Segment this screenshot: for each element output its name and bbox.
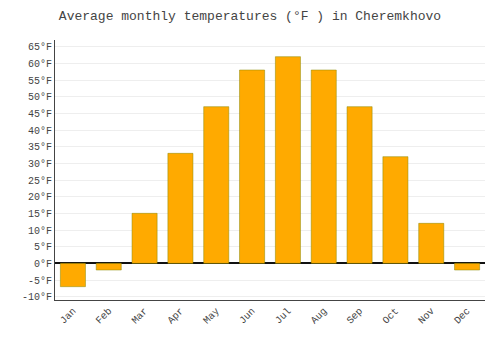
svg-text:35°F: 35°F <box>28 142 52 153</box>
svg-text:Dec: Dec <box>452 306 473 327</box>
svg-text:-10°F: -10°F <box>22 292 52 303</box>
svg-text:Mar: Mar <box>130 306 151 327</box>
svg-text:-5°F: -5°F <box>28 276 52 287</box>
svg-text:25°F: 25°F <box>28 176 52 187</box>
svg-text:65°F: 65°F <box>28 42 52 53</box>
svg-text:Jan: Jan <box>58 306 79 327</box>
svg-text:Average monthly temperatures (: Average monthly temperatures (°F ) in Ch… <box>59 9 441 24</box>
svg-text:Aug: Aug <box>309 306 330 327</box>
svg-text:5°F: 5°F <box>34 242 52 253</box>
svg-text:30°F: 30°F <box>28 159 52 170</box>
svg-text:10°F: 10°F <box>28 226 52 237</box>
svg-text:20°F: 20°F <box>28 192 52 203</box>
svg-text:45°F: 45°F <box>28 109 52 120</box>
svg-text:0°F: 0°F <box>34 259 52 270</box>
svg-text:Sep: Sep <box>345 306 366 327</box>
svg-text:May: May <box>201 306 222 327</box>
svg-text:15°F: 15°F <box>28 209 52 220</box>
svg-text:50°F: 50°F <box>28 92 52 103</box>
svg-text:55°F: 55°F <box>28 76 52 87</box>
svg-text:Apr: Apr <box>166 306 187 327</box>
svg-text:40°F: 40°F <box>28 126 52 137</box>
svg-text:Nov: Nov <box>416 306 437 327</box>
svg-text:60°F: 60°F <box>28 59 52 70</box>
svg-text:Jul: Jul <box>273 306 294 327</box>
svg-text:Jun: Jun <box>237 306 258 327</box>
svg-text:Oct: Oct <box>381 306 402 327</box>
svg-text:Feb: Feb <box>94 306 115 327</box>
